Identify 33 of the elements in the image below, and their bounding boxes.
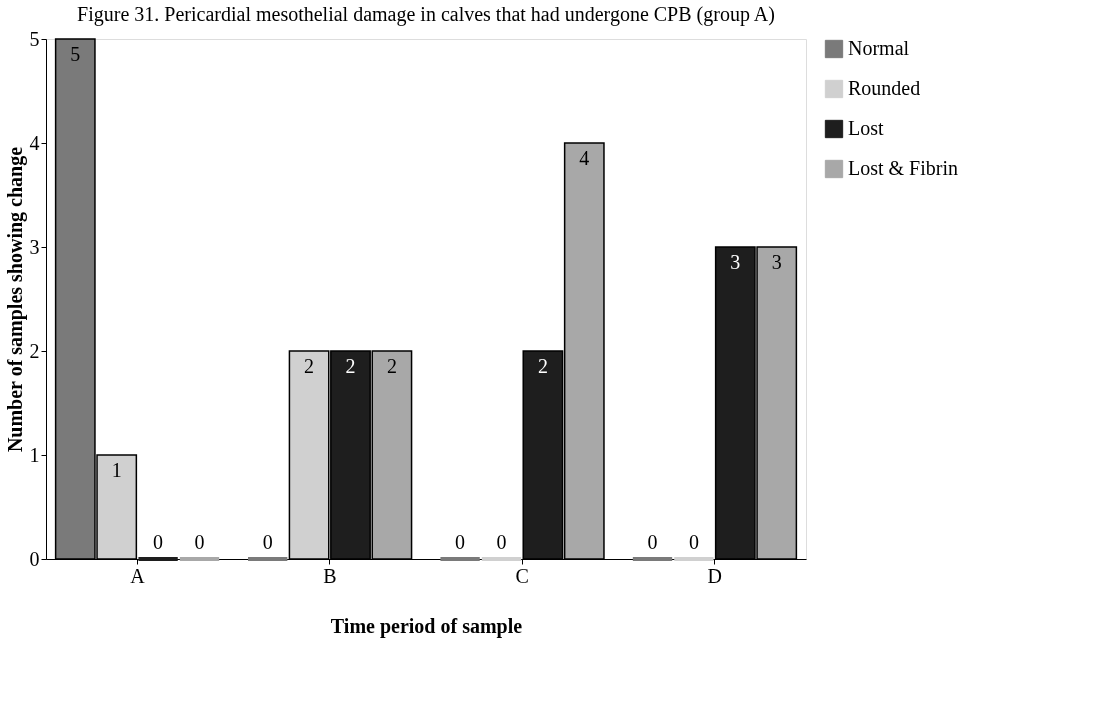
data-label: 2 [304, 355, 315, 377]
data-label: 0 [455, 531, 466, 553]
legend-label: Lost & Fibrin [848, 157, 959, 179]
x-axis-title: Time period of sample [330, 614, 523, 638]
data-label: 5 [70, 43, 81, 65]
x-tick-label: D [707, 564, 722, 587]
data-label: 0 [194, 531, 205, 553]
data-label: 4 [579, 147, 590, 169]
x-tick-label: A [130, 564, 146, 587]
data-label: 0 [153, 531, 164, 553]
y-tick-label: 0 [29, 547, 40, 570]
legend-label: Normal [848, 37, 910, 59]
x-tick-label: B [323, 564, 337, 587]
y-tick-label: 3 [29, 235, 40, 258]
y-tick-label: 4 [29, 131, 40, 154]
y-tick-label: 2 [29, 339, 40, 362]
data-label: 2 [386, 355, 397, 377]
y-axis-title: Number of samples showing change [3, 146, 27, 453]
data-label: 2 [537, 355, 548, 377]
legend-label: Lost [848, 117, 884, 139]
x-tick-label: C [515, 564, 529, 587]
y-tick-label: 5 [29, 27, 40, 50]
data-label: 0 [647, 531, 658, 553]
data-label: 0 [688, 531, 699, 553]
data-label: 3 [730, 251, 741, 273]
y-tick-label: 1 [29, 443, 40, 466]
legend-label: Rounded [848, 77, 921, 99]
data-label: 1 [111, 459, 122, 481]
chart-title: Figure 31. Pericardial mesothelial damage in calves that had undergone CPB (group A) [77, 3, 775, 26]
data-label: 0 [262, 531, 273, 553]
data-label: 0 [496, 531, 507, 553]
data-label: 3 [771, 251, 782, 273]
data-label: 2 [345, 355, 356, 377]
